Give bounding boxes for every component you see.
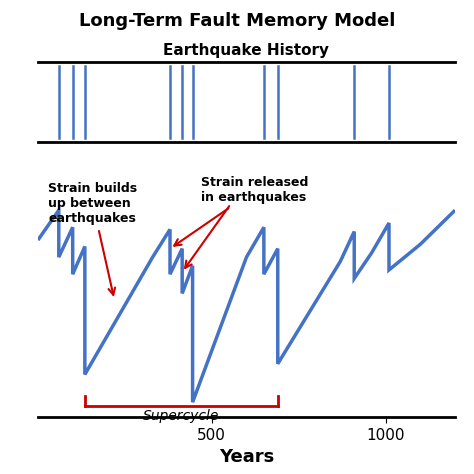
Text: Strain builds
up between
earthquakes: Strain builds up between earthquakes bbox=[48, 182, 137, 295]
Text: Long-Term Fault Memory Model: Long-Term Fault Memory Model bbox=[79, 12, 395, 30]
Title: Earthquake History: Earthquake History bbox=[164, 43, 329, 58]
X-axis label: Years: Years bbox=[219, 448, 274, 466]
Text: Strain released
in earthquakes: Strain released in earthquakes bbox=[174, 176, 309, 246]
Text: Supercycle: Supercycle bbox=[143, 409, 219, 423]
